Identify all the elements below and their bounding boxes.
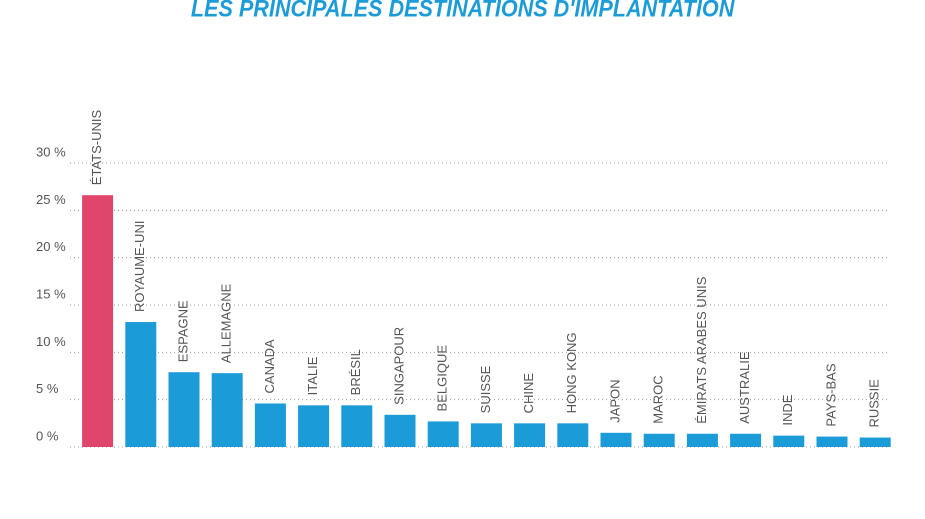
bar: [773, 435, 805, 447]
bar: [686, 433, 718, 447]
category-label: ROYAUME-UNI: [132, 221, 147, 312]
bar: [643, 433, 675, 447]
bar: [816, 436, 848, 447]
category-label: BELGIQUE: [435, 345, 450, 412]
y-tick-label: 5 %: [36, 381, 59, 396]
category-label: ÉMIRATS ARABES UNIS: [694, 276, 709, 423]
bar: [859, 437, 891, 447]
category-label: ÉTATS-UNIS: [89, 110, 104, 186]
bar: [384, 414, 416, 447]
category-label: JAPON: [607, 379, 622, 422]
bar: [168, 372, 200, 447]
bar: [514, 423, 546, 447]
bar: [427, 421, 459, 447]
category-label: RUSSIE: [867, 379, 882, 428]
category-label: ESPAGNE: [175, 300, 190, 362]
category-label: CHINE: [521, 373, 536, 414]
category-label: AUSTRALIE: [737, 351, 752, 424]
bar: [254, 403, 286, 447]
category-label: SUISSE: [478, 365, 493, 413]
category-label: PAYS-BAS: [823, 363, 838, 426]
bar: [125, 322, 157, 447]
category-label: INDE: [780, 394, 795, 425]
bar: [600, 432, 632, 447]
category-label: MAROC: [651, 375, 666, 423]
y-tick-label: 30 %: [36, 144, 66, 159]
y-tick-label: 10 %: [36, 334, 66, 349]
y-tick-label: 20 %: [36, 239, 66, 254]
bar: [211, 373, 243, 447]
y-tick-label: 15 %: [36, 286, 66, 301]
bar: [341, 405, 373, 447]
chart-title: LES PRINCIPALES DESTINATIONS D'IMPLANTAT…: [191, 0, 735, 22]
bar: [557, 423, 589, 447]
category-label: ALLEMAGNE: [219, 283, 234, 363]
bar: [730, 433, 762, 447]
y-tick-label: 25 %: [36, 192, 66, 207]
category-label: SINGAPOUR: [391, 327, 406, 405]
bar: [470, 423, 502, 447]
category-label: ITALIE: [305, 356, 320, 395]
bar: [298, 405, 330, 447]
category-label: CANADA: [262, 339, 277, 394]
bar: [82, 195, 114, 447]
category-label: BRÉSIL: [348, 349, 363, 395]
y-tick-label: 0 %: [36, 428, 59, 443]
category-label: HONG KONG: [564, 332, 579, 413]
